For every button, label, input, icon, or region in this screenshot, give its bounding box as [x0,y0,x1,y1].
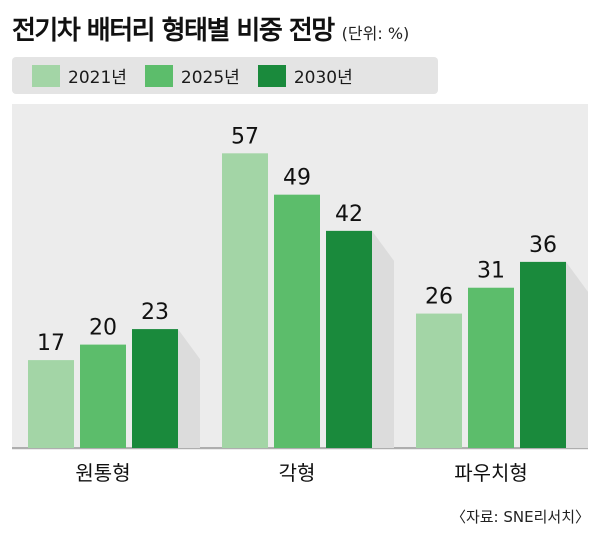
value-label-0-0: 17 [37,331,65,356]
chart-header: 전기차 배터리 형태별 비중 전망 (단위: %) [12,10,409,47]
category-label-0: 원통형 [75,461,130,485]
value-label-1-2: 42 [335,202,363,227]
unit-label: (단위: %) [341,24,410,43]
bar-1-0 [222,153,268,448]
legend: 2021년 2025년 2030년 [12,57,438,94]
value-label-2-1: 31 [477,259,505,284]
bar-2-0 [416,313,462,448]
bar-2-2 [520,261,566,448]
value-label-2-0: 26 [425,285,453,310]
bar-0-2 [132,329,178,448]
bar-1-1 [274,194,320,448]
category-label-1: 각형 [279,461,316,485]
source-note: 〈자료: SNE리서치〉 [450,508,590,526]
bar-0-0 [28,360,74,448]
bar-1-2 [326,230,372,448]
value-label-1-0: 57 [231,124,259,149]
bar-group-shadow [566,261,588,448]
bar-group-shadow [178,329,200,448]
legend-label-2021: 2021년 [68,68,127,88]
legend-item-2030: 2030년 [257,63,353,88]
legend-item-2021: 2021년 [32,63,127,88]
value-label-2-2: 36 [529,233,557,258]
bar-2-1 [468,287,514,448]
legend-swatch-2030 [257,64,286,87]
legend-swatch-2025 [144,64,173,87]
value-label-0-2: 23 [141,300,169,325]
chart-title: 전기차 배터리 형태별 비중 전망 [12,16,335,46]
legend-label-2030: 2030년 [293,68,353,88]
value-label-1-1: 49 [283,166,311,191]
bar-group-shadow [372,230,394,448]
bar-0-1 [80,344,126,448]
category-label-2: 파우치형 [454,461,528,485]
legend-label-2025: 2025년 [180,68,240,88]
legend-swatch-2021 [32,64,60,87]
legend-item-2025: 2025년 [144,63,240,88]
value-label-0-1: 20 [89,316,117,341]
